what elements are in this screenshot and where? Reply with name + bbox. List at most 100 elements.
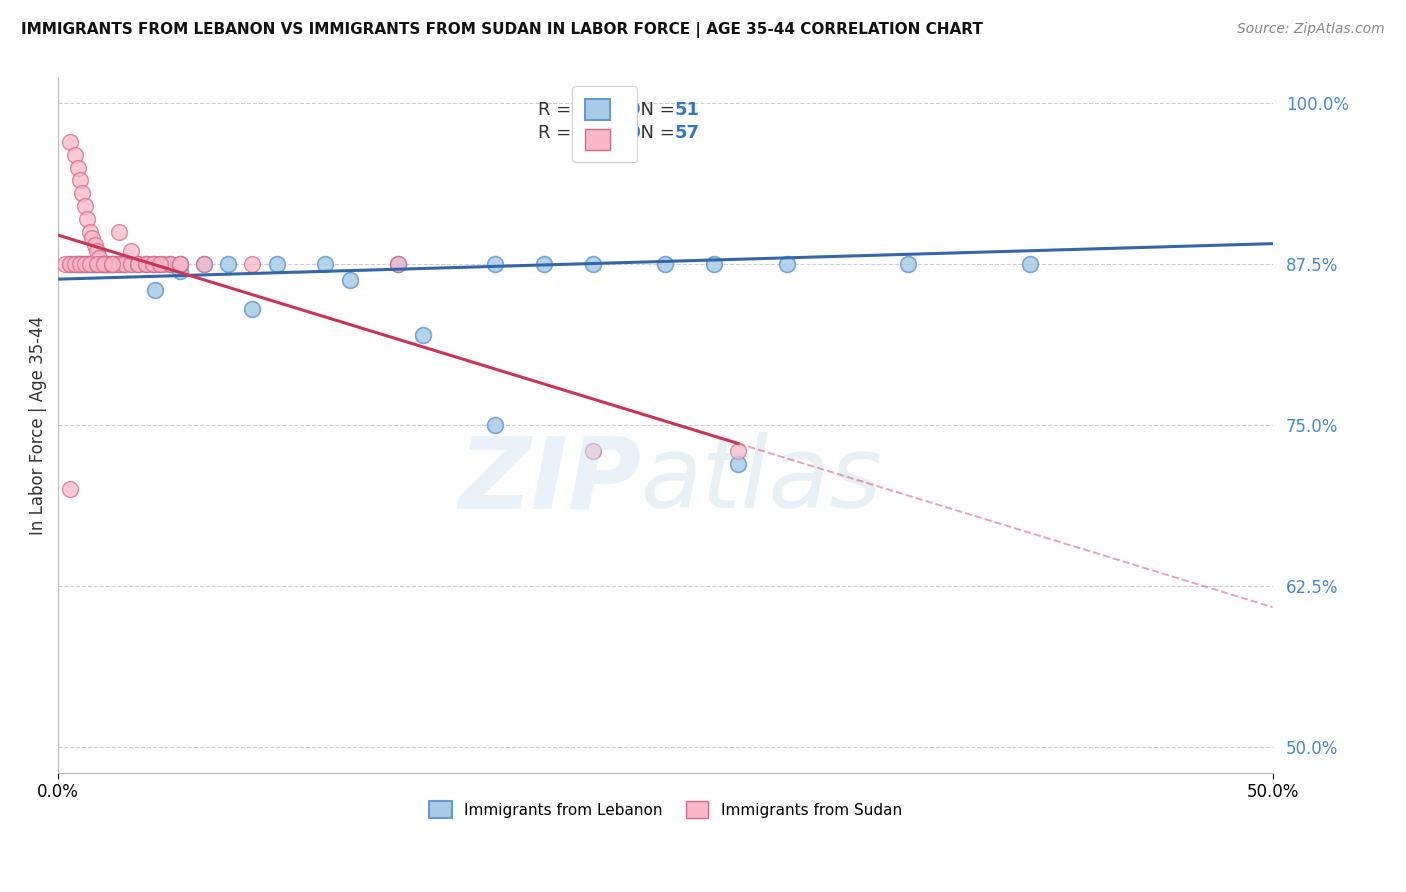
Point	[63, 257, 86, 271]
Point	[112, 257, 135, 271]
Point	[149, 257, 172, 271]
Point	[242, 302, 264, 317]
Point	[83, 237, 105, 252]
Point	[242, 257, 264, 271]
Point	[55, 257, 77, 271]
Point	[581, 443, 603, 458]
Point	[266, 257, 288, 271]
Point	[108, 257, 131, 271]
Text: atlas: atlas	[641, 433, 883, 529]
Point	[96, 257, 118, 271]
Point	[533, 257, 555, 271]
Point	[120, 257, 142, 271]
Point	[142, 257, 165, 271]
Point	[86, 244, 108, 259]
Point	[93, 257, 115, 271]
Point	[63, 147, 86, 161]
Point	[387, 257, 409, 271]
Point	[59, 257, 82, 271]
Point	[103, 257, 125, 271]
Point	[100, 257, 122, 271]
Point	[93, 257, 115, 271]
Point	[100, 257, 122, 271]
Point	[76, 212, 98, 227]
Point	[654, 257, 676, 271]
Point	[103, 257, 125, 271]
Point	[193, 257, 215, 271]
Point	[86, 257, 108, 271]
Point	[96, 257, 118, 271]
Point	[79, 225, 101, 239]
Point	[169, 263, 191, 277]
Point	[1018, 257, 1040, 271]
Point	[484, 418, 506, 433]
Text: N =: N =	[628, 124, 681, 142]
Text: R =: R =	[538, 124, 582, 142]
Text: N =: N =	[628, 101, 681, 120]
Point	[897, 257, 920, 271]
Point	[135, 257, 157, 271]
Y-axis label: In Labor Force | Age 35-44: In Labor Force | Age 35-44	[30, 316, 46, 534]
Point	[66, 161, 89, 175]
Point	[314, 257, 336, 271]
Point	[159, 257, 181, 271]
Point	[152, 257, 174, 271]
Point	[98, 257, 121, 271]
Point	[79, 257, 101, 271]
Point	[93, 257, 115, 271]
Point	[89, 257, 111, 271]
Text: Source: ZipAtlas.com: Source: ZipAtlas.com	[1237, 22, 1385, 37]
Text: 0.009: 0.009	[583, 101, 641, 120]
Point	[143, 283, 166, 297]
Point	[120, 257, 142, 271]
Point	[703, 257, 725, 271]
Point	[79, 257, 101, 271]
Point	[776, 257, 799, 271]
Point	[72, 257, 94, 271]
Point	[72, 186, 94, 201]
Point	[484, 257, 506, 271]
Point	[90, 257, 112, 271]
Point	[169, 257, 191, 271]
Point	[193, 257, 215, 271]
Text: IMMIGRANTS FROM LEBANON VS IMMIGRANTS FROM SUDAN IN LABOR FORCE | AGE 35-44 CORR: IMMIGRANTS FROM LEBANON VS IMMIGRANTS FR…	[21, 22, 983, 38]
Text: 51: 51	[675, 101, 700, 120]
Point	[69, 173, 91, 187]
Point	[83, 257, 105, 271]
Point	[66, 257, 89, 271]
Point	[59, 257, 82, 271]
Point	[149, 257, 172, 271]
Point	[69, 257, 91, 271]
Point	[581, 257, 603, 271]
Text: R =: R =	[538, 101, 582, 120]
Point	[217, 257, 239, 271]
Point	[90, 257, 112, 271]
Point	[120, 244, 142, 259]
Point	[727, 443, 749, 458]
Point	[59, 483, 82, 497]
Point	[69, 257, 91, 271]
Point	[86, 257, 108, 271]
Point	[727, 457, 749, 471]
Point	[169, 257, 191, 271]
Point	[412, 328, 434, 343]
Point	[100, 257, 122, 271]
Point	[59, 135, 82, 149]
Point	[108, 225, 131, 239]
Point	[127, 257, 149, 271]
Point	[73, 199, 96, 213]
Point	[73, 257, 96, 271]
Point	[112, 257, 135, 271]
Point	[339, 272, 361, 286]
Legend: Immigrants from Lebanon, Immigrants from Sudan: Immigrants from Lebanon, Immigrants from…	[423, 796, 908, 824]
Point	[387, 257, 409, 271]
Point	[73, 257, 96, 271]
Text: 57: 57	[675, 124, 700, 142]
Text: 0.130: 0.130	[583, 124, 641, 142]
Point	[169, 257, 191, 271]
Point	[108, 257, 131, 271]
Point	[76, 257, 98, 271]
Point	[159, 257, 181, 271]
Point	[82, 231, 104, 245]
Point	[82, 257, 104, 271]
